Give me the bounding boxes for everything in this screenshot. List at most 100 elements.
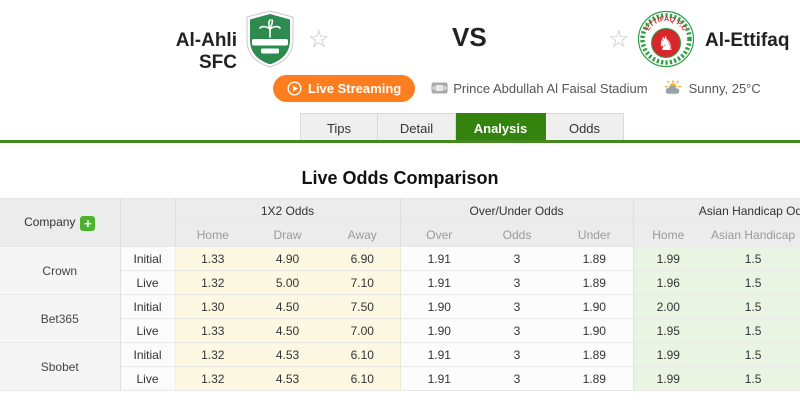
odds-cell: 6.10 (325, 366, 401, 391)
home-favorite-star-icon[interactable]: ☆ (308, 26, 330, 53)
odds-cell: 4.50 (250, 294, 325, 319)
add-company-button[interactable]: + (80, 215, 96, 231)
ah-group-header: Asian Handicap Odds (633, 198, 800, 223)
odds-cell: 1.89 (556, 366, 634, 391)
odds-cell: 1.90 (400, 294, 478, 319)
circle-logo-icon: ETTIFAQ F.C ♞ (637, 10, 695, 68)
away-team-name: Al-Ettifaq (705, 30, 790, 51)
table-row: Live 1.32 4.53 6.10 1.91 3 1.89 1.99 1.5 (0, 366, 800, 391)
company-header: Company + (0, 198, 121, 247)
odds-cell: 4.50 (250, 318, 325, 343)
odds-cell: 1.91 (400, 246, 478, 271)
odds-cell: 1.32 (175, 270, 250, 295)
odds-cell: 1.89 (556, 246, 634, 271)
odds-type: Live (120, 318, 176, 343)
odds-cell: 7.10 (325, 270, 401, 295)
odds-cell: 1.99 (633, 366, 704, 391)
odds-type: Initial (120, 342, 176, 367)
x12-home-header: Home (175, 222, 250, 247)
odds-cell: 1.5 (703, 294, 800, 319)
weather-text: Sunny, 25°C (688, 80, 761, 96)
live-streaming-button[interactable]: Live Streaming (273, 74, 416, 102)
odds-cell: 7.50 (325, 294, 401, 319)
company-name: Bet365 (0, 294, 121, 343)
tab-tips[interactable]: Tips (300, 113, 378, 143)
odds-cell: 1.99 (633, 246, 704, 271)
match-info-row: Live Streaming Prince Abdullah Al Faisal… (273, 74, 761, 102)
live-streaming-label: Live Streaming (308, 80, 402, 96)
company-name: Crown (0, 246, 121, 295)
odds-cell: 3 (478, 294, 556, 319)
odds-cell: 2.00 (633, 294, 704, 319)
stadium-name: Prince Abdullah Al Faisal Stadium (453, 80, 648, 96)
odds-cell: 1.96 (633, 270, 704, 295)
odds-cell: 1.90 (556, 294, 634, 319)
ou-over-header: Over (400, 222, 478, 247)
play-circle-icon (287, 80, 302, 96)
table-row: Bet365 Initial 1.30 4.50 7.50 1.90 3 1.9… (0, 294, 800, 343)
tab-analysis[interactable]: Analysis (456, 113, 546, 143)
odds-cell: 1.30 (175, 294, 250, 319)
odds-comparison-table: Company + 1X2 Odds Over/Under Odds Asian … (0, 198, 800, 391)
odds-cell: 1.89 (556, 270, 634, 295)
odds-cell: 1.90 (556, 318, 634, 343)
match-header: Al-Ahli SFC ☆ VS ☆ (0, 0, 800, 112)
page-title: Live Odds Comparison (301, 168, 499, 188)
sun-cloud-icon (664, 80, 681, 94)
odds-cell: 4.53 (250, 342, 325, 367)
home-team-name: Al-Ahli SFC (175, 30, 237, 73)
odds-cell: 1.33 (175, 318, 250, 343)
stadium-info: Prince Abdullah Al Faisal Stadium (431, 80, 648, 96)
stadium-icon (431, 82, 448, 94)
ah-handicap-header: Asian Handicap (703, 222, 800, 247)
x12-away-header: Away (325, 222, 401, 247)
tab-detail[interactable]: Detail (378, 113, 456, 143)
table-row: Crown Initial 1.33 4.90 6.90 1.91 3 1.89… (0, 246, 800, 295)
table-row: Live 1.33 4.50 7.00 1.90 3 1.90 1.95 1.5 (0, 318, 800, 343)
company-name: Sbobet (0, 342, 121, 391)
table-row: Live 1.32 5.00 7.10 1.91 3 1.89 1.96 1.5 (0, 270, 800, 295)
odds-cell: 1.99 (633, 342, 704, 367)
x12-group-header: 1X2 Odds (175, 198, 401, 223)
odds-cell: 1.33 (175, 246, 250, 271)
vs-label: VS (452, 22, 487, 52)
odds-cell: 7.00 (325, 318, 401, 343)
odds-cell: 4.53 (250, 366, 325, 391)
weather-info: Sunny, 25°C (664, 80, 761, 96)
odds-cell: 3 (478, 246, 556, 271)
x12-draw-header: Draw (250, 222, 325, 247)
odds-cell: 1.32 (175, 366, 250, 391)
odds-cell: 3 (478, 318, 556, 343)
odds-cell: 6.10 (325, 342, 401, 367)
odds-cell: 1.91 (400, 270, 478, 295)
odds-cell: 4.90 (250, 246, 325, 271)
tab-odds[interactable]: Odds (546, 113, 624, 143)
odds-cell: 1.89 (556, 342, 634, 367)
type-header (120, 198, 176, 247)
odds-type: Live (120, 366, 176, 391)
svg-text:♞: ♞ (657, 33, 674, 55)
odds-type: Live (120, 270, 176, 295)
odds-cell: 1.91 (400, 366, 478, 391)
ou-under-header: Under (556, 222, 634, 247)
odds-cell: 1.5 (703, 366, 800, 391)
shield-logo-icon (246, 10, 294, 68)
odds-cell: 5.00 (250, 270, 325, 295)
away-favorite-star-icon[interactable]: ☆ (608, 26, 630, 53)
odds-cell: 1.95 (633, 318, 704, 343)
odds-cell: 1.32 (175, 342, 250, 367)
odds-cell: 6.90 (325, 246, 401, 271)
odds-cell: 1.5 (703, 246, 800, 271)
away-team-logo: ETTIFAQ F.C ♞ (637, 10, 695, 73)
ou-group-header: Over/Under Odds (400, 198, 634, 223)
tab-bar: Tips Detail Analysis Odds (0, 112, 800, 143)
odds-cell: 3 (478, 270, 556, 295)
odds-cell: 1.90 (400, 318, 478, 343)
odds-cell: 1.5 (703, 318, 800, 343)
table-row: Sbobet Initial 1.32 4.53 6.10 1.91 3 1.8… (0, 342, 800, 391)
odds-cell: 3 (478, 342, 556, 367)
odds-cell: 1.91 (400, 342, 478, 367)
odds-cell: 3 (478, 366, 556, 391)
odds-type: Initial (120, 246, 176, 271)
